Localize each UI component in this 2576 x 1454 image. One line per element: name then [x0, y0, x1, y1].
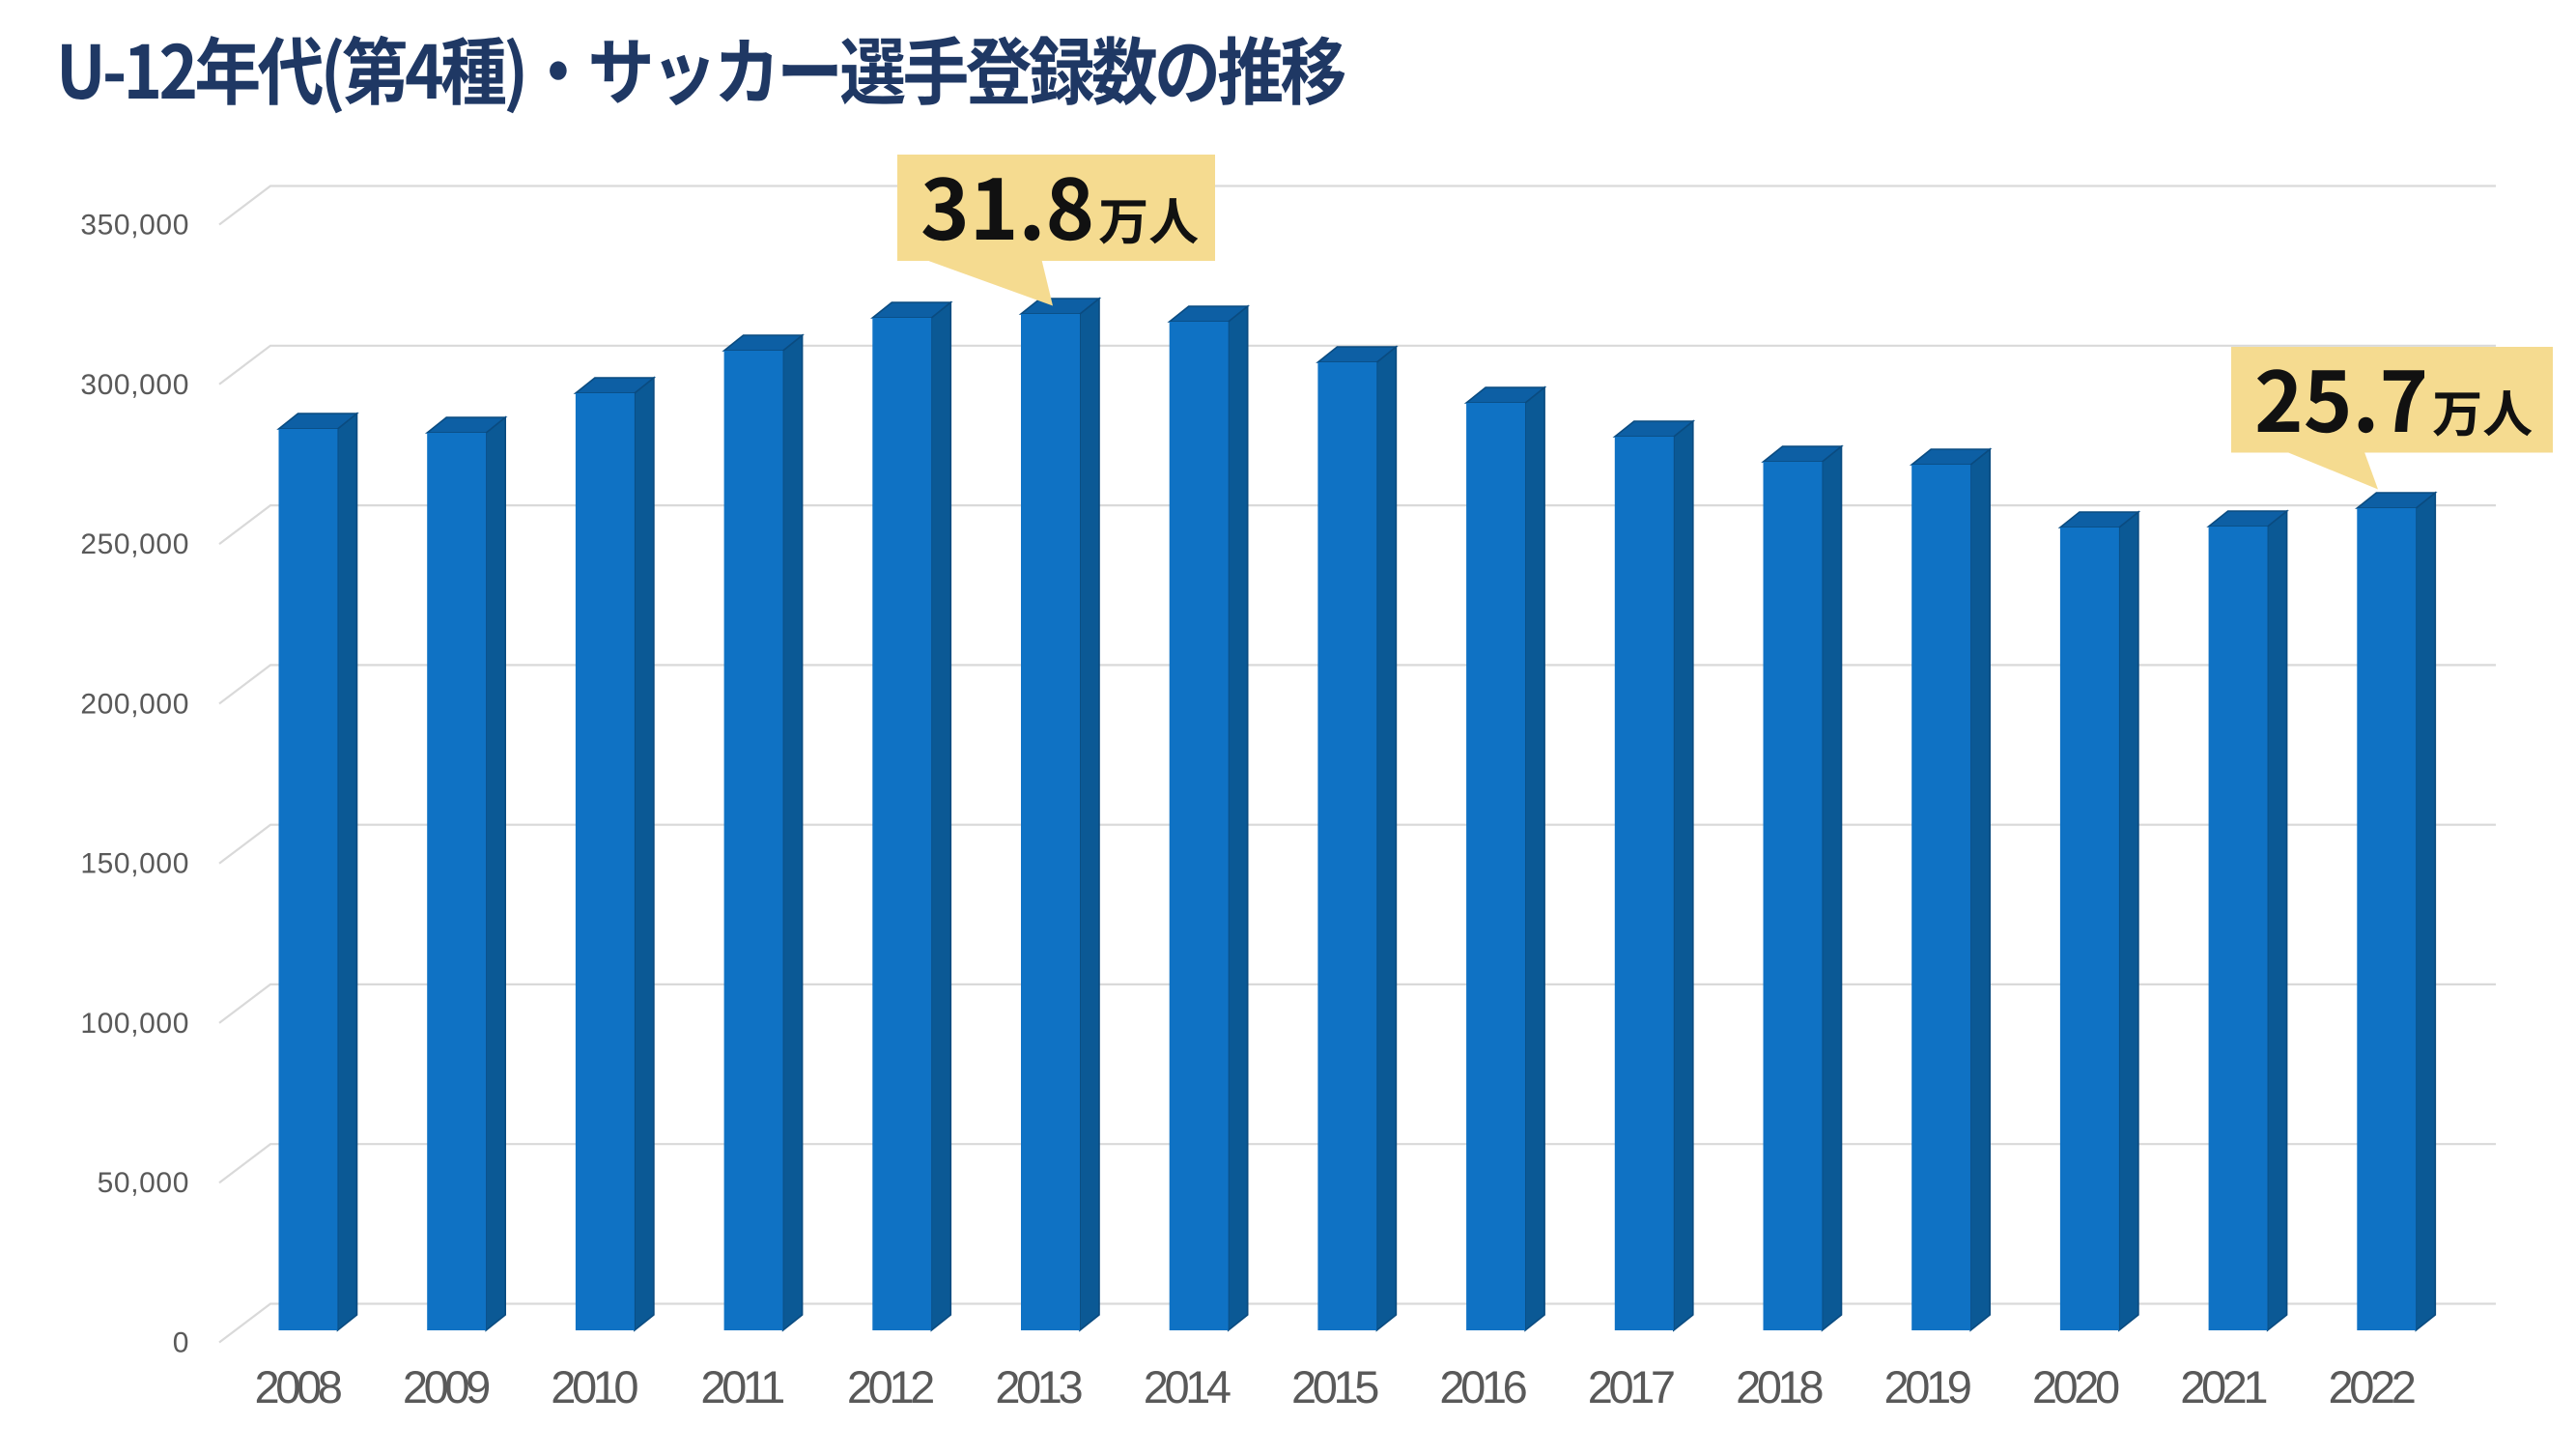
svg-text:2019: 2019	[1884, 1361, 1970, 1412]
svg-text:2018: 2018	[1736, 1361, 1823, 1412]
svg-text:2022: 2022	[2329, 1361, 2415, 1412]
svg-text:2015: 2015	[1291, 1361, 1378, 1412]
svg-text:300,000: 300,000	[80, 369, 189, 401]
svg-text:150,000: 150,000	[80, 848, 189, 880]
svg-text:2008: 2008	[255, 1361, 342, 1412]
svg-text:2017: 2017	[1588, 1361, 1674, 1412]
svg-text:0: 0	[173, 1327, 189, 1359]
svg-text:2020: 2020	[2032, 1361, 2119, 1412]
svg-text:2011: 2011	[700, 1361, 783, 1412]
svg-text:2014: 2014	[1144, 1361, 1231, 1412]
svg-text:2021: 2021	[2180, 1361, 2266, 1412]
svg-text:50,000: 50,000	[98, 1167, 189, 1199]
svg-text:350,000: 350,000	[80, 210, 189, 242]
svg-text:2009: 2009	[403, 1361, 489, 1412]
svg-text:2012: 2012	[847, 1361, 933, 1412]
svg-text:2010: 2010	[551, 1361, 637, 1412]
svg-text:2013: 2013	[995, 1361, 1082, 1412]
svg-text:2016: 2016	[1439, 1361, 1526, 1412]
svg-text:250,000: 250,000	[80, 528, 189, 560]
svg-text:200,000: 200,000	[80, 688, 189, 720]
svg-text:100,000: 100,000	[80, 1008, 189, 1040]
